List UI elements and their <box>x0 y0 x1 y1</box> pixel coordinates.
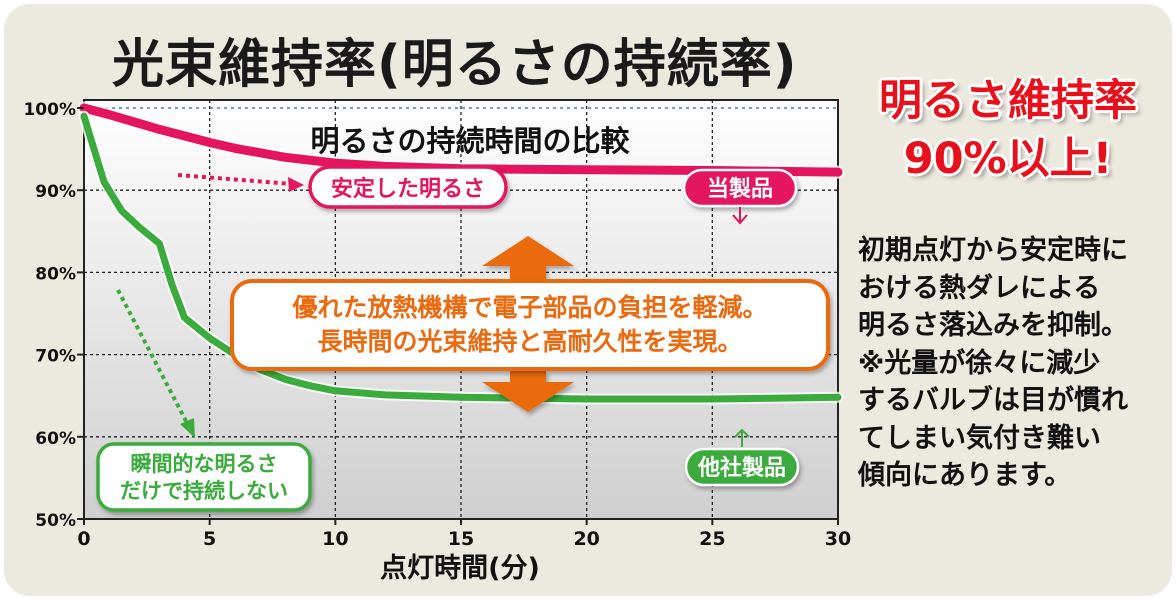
x-tick-label: 5 <box>203 528 216 550</box>
y-tick-label: 90% <box>35 182 76 202</box>
description-line: ※光量が徐々に減少 <box>858 347 1101 379</box>
headline-line: 90%以上! <box>903 134 1113 184</box>
svg-text:他社製品: 他社製品 <box>697 455 786 481</box>
x-tick-label: 30 <box>825 528 851 550</box>
svg-text:優れた放熱機構で電子部品の負担を軽減。: 優れた放熱機構で電子部品の負担を軽減。 <box>291 293 767 322</box>
description-line: するバルブは目が慣れ <box>858 385 1128 416</box>
other-product-label: 他社製品 <box>684 428 800 487</box>
stable-arrow <box>177 173 304 192</box>
gap-double-arrow <box>482 236 574 412</box>
page-title: 光束維持率(明るさの持続率) <box>112 35 798 95</box>
svg-text:瞬間的な明るさ: 瞬間的な明るさ <box>131 452 278 476</box>
headline: 明るさ維持率 90%以上! <box>858 72 1158 188</box>
y-tick-label: 60% <box>35 429 76 449</box>
svg-text:だけで持続しない: だけで持続しない <box>120 479 288 503</box>
x-axis-label: 点灯時間(分) <box>380 553 540 584</box>
description-line: 明るさ落込みを抑制。 <box>858 310 1128 341</box>
description-line: 傾向にあります。 <box>858 460 1072 491</box>
x-tick-label: 20 <box>573 528 599 550</box>
svg-text:長時間の光束維持と高耐久性を実現。: 長時間の光束維持と高耐久性を実現。 <box>317 327 742 356</box>
y-tick-label: 100% <box>23 100 76 120</box>
svg-text:安定した明るさ: 安定した明るさ <box>331 176 485 202</box>
chart-title: 明るさの持続時間の比較 <box>310 124 630 158</box>
headline-line: 明るさ維持率 <box>879 76 1137 126</box>
description-line: てしまい気付き難い <box>858 422 1101 454</box>
our-product-label: 当製品 <box>682 168 798 225</box>
y-tick-label: 80% <box>35 264 76 284</box>
stable-label: 安定した明るさ <box>308 165 508 209</box>
x-tick-label: 15 <box>448 528 474 550</box>
description-line: 初期点灯から安定時に <box>858 235 1128 266</box>
x-tick-label: 25 <box>699 528 725 550</box>
y-tick-label: 70% <box>35 347 76 367</box>
y-tick-label: 50% <box>35 511 76 531</box>
x-axis: 0 5 10 15 20 25 30 <box>77 519 851 550</box>
x-tick-label: 0 <box>77 528 90 550</box>
momentary-arrow <box>116 289 195 438</box>
momentary-label: 瞬間的な明るさ だけで持続しない <box>96 442 312 512</box>
description: 初期点灯から安定時に おける熱ダレによる 明るさ落込みを抑制。 ※光量が徐々に減… <box>858 232 1168 495</box>
description-line: おける熱ダレによる <box>858 272 1101 304</box>
y-axis: 50% 60% 70% 80% 90% 100% <box>23 100 84 531</box>
svg-text:当製品: 当製品 <box>707 176 773 202</box>
series-line-our-product <box>79 103 843 177</box>
center-callout: 優れた放熱機構で電子部品の負担を軽減。 長時間の光束維持と高耐久性を実現。 <box>230 279 830 371</box>
x-tick-label: 10 <box>322 528 348 550</box>
